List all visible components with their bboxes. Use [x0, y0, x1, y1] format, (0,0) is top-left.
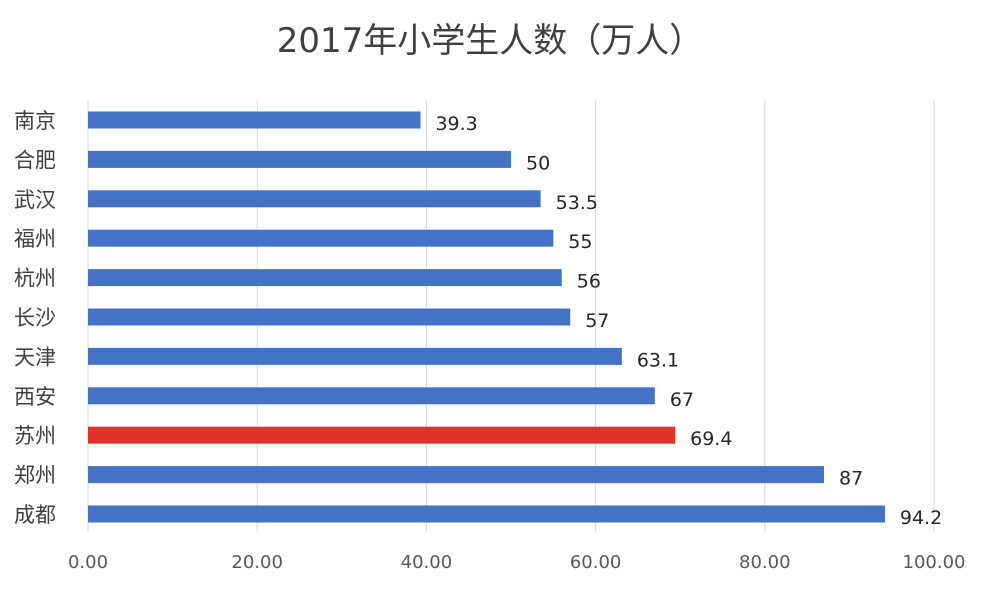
- x-tick-label: 100.00: [903, 552, 966, 573]
- bar: [88, 308, 571, 326]
- x-tick-label: 0.00: [68, 552, 108, 573]
- category-label: 杭州: [14, 267, 56, 291]
- category-label: 郑州: [14, 464, 56, 488]
- category-label: 武汉: [14, 188, 56, 212]
- bar: [88, 466, 825, 484]
- bar: [88, 426, 676, 444]
- data-label: 39.3: [435, 113, 477, 135]
- x-tick-label: 60.00: [570, 552, 622, 573]
- bars: [88, 111, 885, 523]
- data-label: 55: [568, 231, 592, 253]
- bar: [88, 229, 554, 247]
- x-tick-label: 40.00: [401, 552, 453, 573]
- category-label: 福州: [14, 227, 56, 251]
- x-axis-ticks: 0.00 20.00 40.00 60.00 80.00 100.00: [68, 552, 966, 573]
- data-label: 94.2: [900, 507, 942, 529]
- x-tick-label: 20.00: [231, 552, 283, 573]
- bar: [88, 505, 885, 523]
- chart-title: 2017年小学生人数（万人）: [277, 21, 704, 61]
- data-label: 50: [526, 152, 550, 174]
- category-label: 成都: [14, 503, 56, 527]
- bar: [88, 190, 541, 208]
- data-label: 67: [670, 389, 694, 411]
- category-label: 长沙: [14, 306, 56, 330]
- data-label: 57: [585, 310, 609, 332]
- data-label: 53.5: [556, 192, 598, 214]
- data-label: 87: [839, 468, 863, 490]
- data-label: 69.4: [690, 428, 732, 450]
- bar: [88, 150, 511, 168]
- category-label: 天津: [14, 345, 56, 369]
- bar: [88, 387, 655, 405]
- data-label: 63.1: [637, 349, 679, 371]
- bar: [88, 347, 622, 365]
- bar: [88, 269, 562, 287]
- data-labels: 39.3 50 53.5 55 56 57 63.1 67 69.4 87 94.2: [435, 113, 942, 529]
- category-label: 苏州: [14, 424, 56, 448]
- category-label: 南京: [14, 109, 56, 133]
- x-tick-label: 80.00: [739, 552, 791, 573]
- data-label: 56: [577, 271, 601, 293]
- category-label: 西安: [14, 385, 56, 409]
- category-label: 合肥: [14, 148, 56, 172]
- bar: [88, 111, 421, 129]
